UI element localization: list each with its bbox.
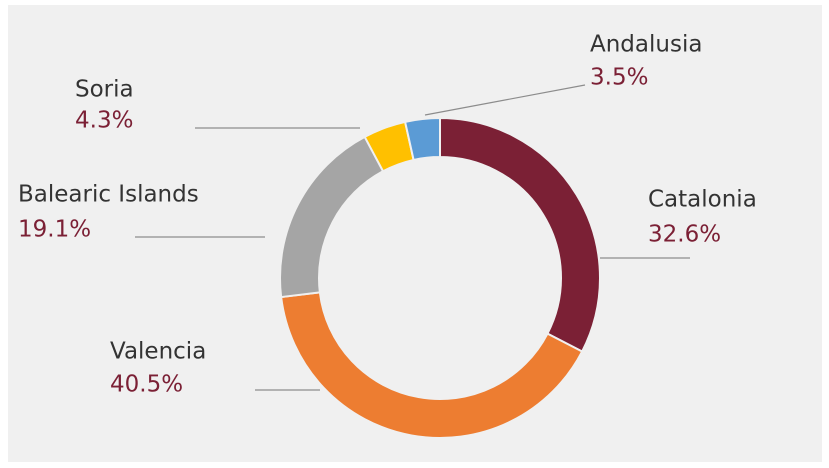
chart-background bbox=[8, 5, 822, 462]
category-label: Catalonia bbox=[648, 187, 757, 213]
category-label: Soria bbox=[75, 77, 134, 103]
value-label: 3.5% bbox=[590, 65, 648, 91]
category-label: Balearic Islands bbox=[18, 182, 199, 208]
leader-line bbox=[424, 84, 586, 116]
value-label: 32.6% bbox=[648, 222, 721, 248]
donut-segment bbox=[403, 116, 441, 162]
value-label: 40.5% bbox=[110, 372, 183, 398]
value-label: 4.3% bbox=[75, 108, 133, 134]
category-label: Andalusia bbox=[590, 32, 702, 58]
donut-segment bbox=[280, 291, 584, 439]
category-label: Valencia bbox=[110, 339, 206, 365]
value-label: 19.1% bbox=[18, 217, 91, 243]
